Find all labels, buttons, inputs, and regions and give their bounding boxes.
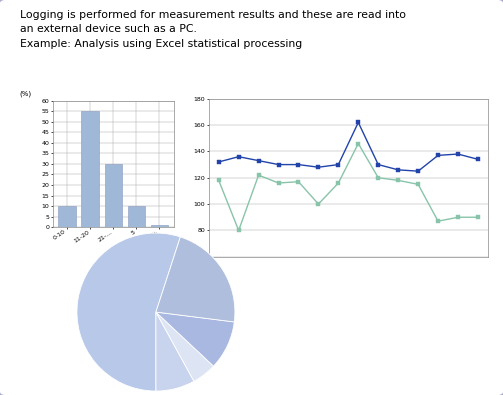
Wedge shape bbox=[156, 312, 234, 366]
Bar bbox=[58, 206, 75, 227]
Bar bbox=[81, 111, 99, 227]
Wedge shape bbox=[156, 312, 194, 391]
Bar bbox=[128, 206, 145, 227]
Text: Logging is performed for measurement results and these are read into
an external: Logging is performed for measurement res… bbox=[20, 10, 406, 49]
Wedge shape bbox=[77, 233, 181, 391]
Bar bbox=[151, 225, 168, 227]
Bar bbox=[105, 164, 122, 227]
Text: (%): (%) bbox=[19, 90, 31, 97]
Wedge shape bbox=[156, 312, 213, 381]
Wedge shape bbox=[156, 237, 235, 322]
